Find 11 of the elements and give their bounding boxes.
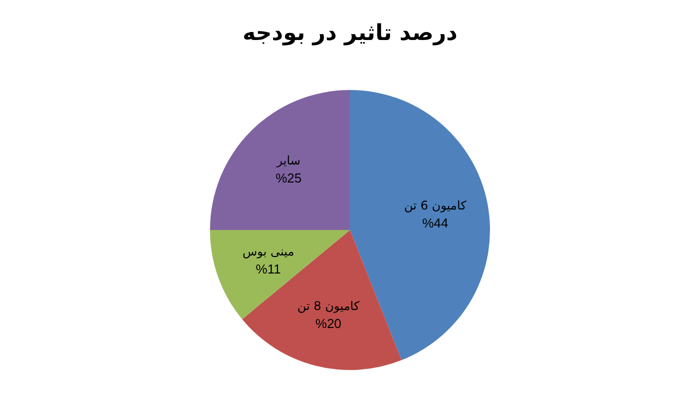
pie-slice (210, 90, 350, 230)
data-label: %44 (422, 216, 448, 231)
data-label: %11 (256, 261, 281, 276)
slice-label: سایر (276, 154, 300, 168)
slice-label: کامیون 8 تن (297, 299, 360, 314)
chart-title: درصد تاثیر در بودجه (242, 21, 458, 46)
data-label: %25 (276, 170, 302, 186)
slice-label: مینی بوس (242, 244, 294, 258)
pie-slice (242, 230, 402, 370)
slice-label: کامیون 6 تن (404, 198, 467, 213)
data-label: %20 (315, 316, 342, 332)
